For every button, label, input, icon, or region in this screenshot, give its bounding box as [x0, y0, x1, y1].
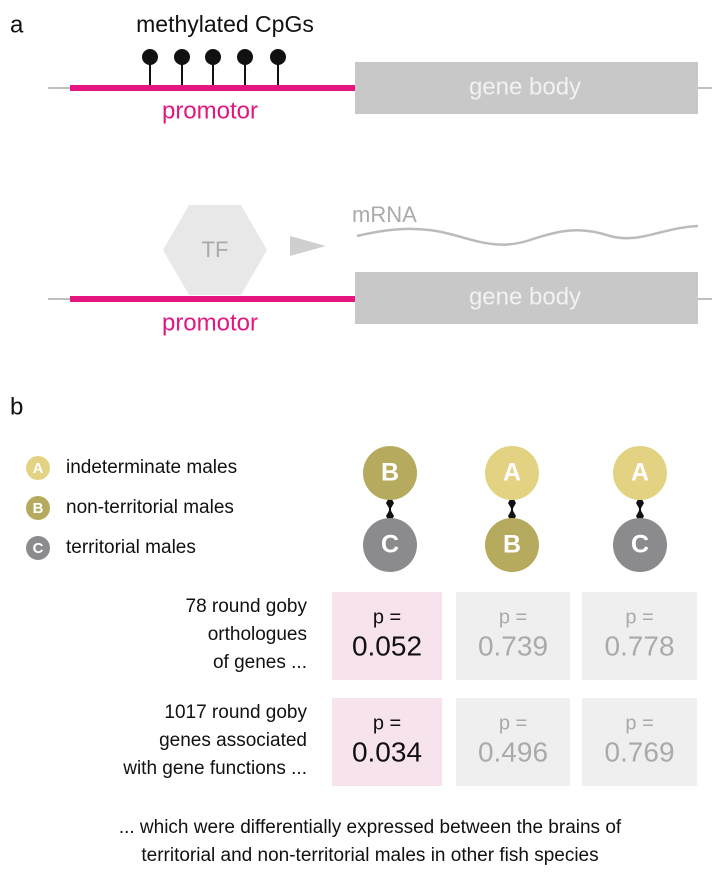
group-letter: C: [631, 531, 649, 559]
p-label: p =: [499, 606, 527, 628]
p-value: 0.034: [352, 736, 422, 767]
arrow: [290, 236, 326, 256]
p-value-cell: [456, 698, 570, 786]
group-circle: [363, 446, 417, 500]
mrna-wave: [356, 224, 699, 246]
group-circle: [363, 518, 417, 572]
group-circle: [485, 446, 539, 500]
tf-hexagon: [163, 205, 267, 295]
gene-body-label: gene body: [469, 73, 581, 100]
legend-label: territorial males: [66, 537, 196, 558]
row-description: with gene functions ...: [122, 758, 307, 779]
gene-body: [355, 272, 698, 324]
methylation-label: methylated CpGs: [136, 11, 314, 37]
legend-letter: A: [33, 460, 44, 477]
group-letter: B: [381, 459, 399, 487]
row-description: 1017 round goby: [164, 702, 307, 723]
row-description: orthologues: [208, 624, 307, 645]
p-value: 0.778: [604, 630, 674, 661]
row-description: 78 round goby: [186, 596, 308, 617]
group-letter: A: [631, 459, 649, 487]
panel-label: a: [10, 11, 24, 38]
mrna-label: mRNA: [352, 202, 417, 227]
p-value: 0.496: [478, 736, 548, 767]
legend-circle: [26, 496, 50, 520]
p-label: p =: [625, 606, 653, 628]
p-label: p =: [625, 712, 653, 734]
legend-letter: B: [33, 500, 44, 517]
legend-circle: [26, 536, 50, 560]
gene-body: [355, 62, 698, 114]
group-letter: A: [503, 459, 521, 487]
p-label: p =: [499, 712, 527, 734]
legend-letter: C: [33, 540, 44, 557]
p-value-cell: [332, 698, 442, 786]
p-label: p =: [373, 606, 401, 628]
row-description: of genes ...: [213, 652, 307, 673]
group-circle: [613, 518, 667, 572]
group-circle: [613, 446, 667, 500]
panel-label: b: [10, 393, 23, 420]
p-value: 0.739: [478, 630, 548, 661]
tf-label: TF: [202, 237, 229, 262]
p-label: p =: [373, 712, 401, 734]
group-circle: [485, 518, 539, 572]
gene-body-label: gene body: [469, 283, 581, 310]
p-value-cell: [582, 698, 697, 786]
footer-text: ... which were differentially expressed …: [119, 817, 622, 838]
p-value: 0.052: [352, 630, 422, 661]
p-value-cell: [582, 592, 697, 680]
p-value-cell: [456, 592, 570, 680]
footer-text: territorial and non-territorial males in…: [141, 845, 598, 866]
promoter-label: promotor: [162, 309, 258, 336]
legend-circle: [26, 456, 50, 480]
p-value-cell: [332, 592, 442, 680]
row-description: genes associated: [159, 730, 307, 751]
cpg-markers: [142, 49, 286, 86]
legend-label: non-territorial males: [66, 497, 234, 518]
group-letter: C: [381, 531, 399, 559]
p-value: 0.769: [604, 736, 674, 767]
legend-label: indeterminate males: [66, 457, 237, 478]
group-letter: B: [503, 531, 521, 559]
promoter-label: promotor: [162, 97, 258, 124]
